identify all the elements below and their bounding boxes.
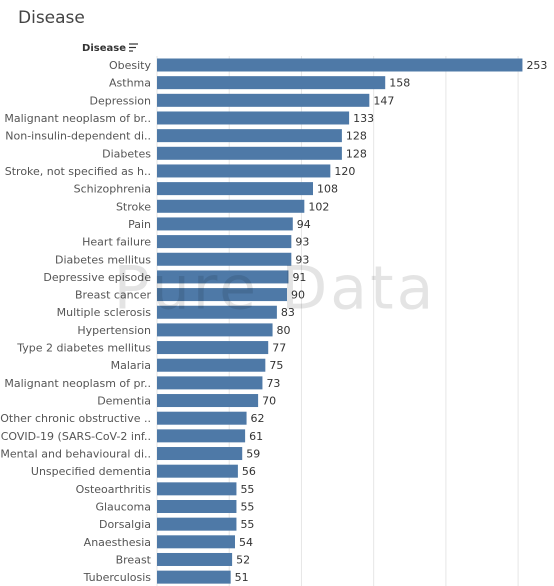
bar (157, 429, 246, 443)
bar (157, 270, 289, 284)
category-label: Malignant neoplasm of pr.. (4, 377, 151, 390)
category-label: Tuberculosis (83, 571, 152, 584)
bar (157, 111, 350, 125)
category-label: Depression (90, 94, 152, 107)
column-header[interactable]: Disease (82, 43, 126, 54)
category-label: Multiple sclerosis (57, 306, 152, 319)
category-label: Stroke (116, 200, 151, 213)
value-label: 54 (239, 536, 253, 549)
value-label: 55 (240, 501, 254, 514)
category-label: Diabetes mellitus (55, 253, 151, 266)
category-label: Breast (116, 553, 152, 566)
bar (157, 517, 237, 531)
category-label: Glaucoma (95, 501, 151, 514)
category-label: Heart failure (82, 236, 151, 249)
category-label: Dementia (97, 395, 151, 408)
bar (157, 447, 243, 461)
value-label: 91 (292, 271, 306, 284)
bar (157, 164, 331, 178)
bar (157, 535, 235, 549)
value-label: 93 (295, 236, 309, 249)
value-label: 55 (240, 483, 254, 496)
bar (157, 129, 342, 143)
value-label: 147 (373, 94, 394, 107)
watermark: Pure Data (114, 254, 437, 324)
category-label: Unspecified dementia (31, 465, 151, 478)
value-label: 128 (346, 147, 367, 160)
bar (157, 146, 342, 160)
bar (157, 217, 293, 231)
category-label: Schizophrenia (74, 183, 151, 196)
category-label: Osteoarthritis (76, 483, 152, 496)
bar (157, 552, 233, 566)
category-label: Obesity (109, 59, 152, 72)
value-label: 102 (308, 200, 329, 213)
category-label: Anaesthesia (84, 536, 151, 549)
bar (157, 376, 263, 390)
bar (157, 93, 370, 107)
value-label: 133 (353, 112, 374, 125)
bar (157, 341, 269, 355)
bar (157, 464, 238, 478)
value-label: 128 (346, 130, 367, 143)
bar (157, 76, 386, 90)
sort-icon[interactable] (129, 43, 138, 52)
bar (157, 500, 237, 513)
value-label: 75 (269, 359, 283, 372)
value-label: 56 (242, 465, 256, 478)
category-label: Dorsalgia (99, 518, 151, 531)
value-label: 52 (236, 553, 250, 566)
bar (157, 199, 305, 213)
value-label: 61 (249, 430, 263, 443)
value-label: 253 (526, 59, 547, 72)
value-label: 73 (266, 377, 280, 390)
bar (157, 323, 273, 337)
value-label: 62 (251, 412, 265, 425)
value-label: 70 (262, 395, 276, 408)
bar (157, 182, 313, 196)
category-label: Diabetes (102, 147, 151, 160)
value-label: 93 (295, 253, 309, 266)
value-label: 55 (240, 518, 254, 531)
bar (157, 58, 523, 72)
value-label: 120 (334, 165, 355, 178)
bar (157, 358, 266, 372)
category-label: Breast cancer (75, 289, 151, 302)
bar (157, 394, 259, 408)
category-label: Non-insulin-dependent di.. (5, 130, 151, 143)
bar (157, 570, 231, 584)
bar (157, 305, 277, 319)
value-label: 77 (272, 342, 286, 355)
value-label: 158 (389, 77, 410, 90)
value-label: 108 (317, 183, 338, 196)
value-label: 80 (277, 324, 291, 337)
category-label: Pain (128, 218, 151, 231)
value-label: 51 (235, 571, 249, 584)
category-label: Stroke, not specified as h.. (5, 165, 151, 178)
category-label: Asthma (109, 77, 151, 90)
category-label: COVID-19 (SARS-CoV-2 inf.. (1, 430, 151, 443)
value-label: 90 (291, 289, 305, 302)
value-label: 94 (297, 218, 311, 231)
category-label: Other chronic obstructive .. (0, 412, 151, 425)
bar (157, 482, 237, 496)
value-label: 59 (246, 448, 260, 461)
category-label: Type 2 diabetes mellitus (16, 342, 151, 355)
bar (157, 252, 292, 266)
bar (157, 288, 287, 302)
category-label: Mental and behavioural di.. (0, 448, 151, 461)
category-label: Hypertension (77, 324, 151, 337)
category-label: Malignant neoplasm of br.. (4, 112, 151, 125)
bar (157, 411, 247, 425)
bar (157, 235, 292, 249)
category-label: Malaria (111, 359, 151, 372)
category-label: Depressive episode (43, 271, 151, 284)
chart-title: Disease (18, 8, 85, 28)
value-label: 83 (281, 306, 295, 319)
